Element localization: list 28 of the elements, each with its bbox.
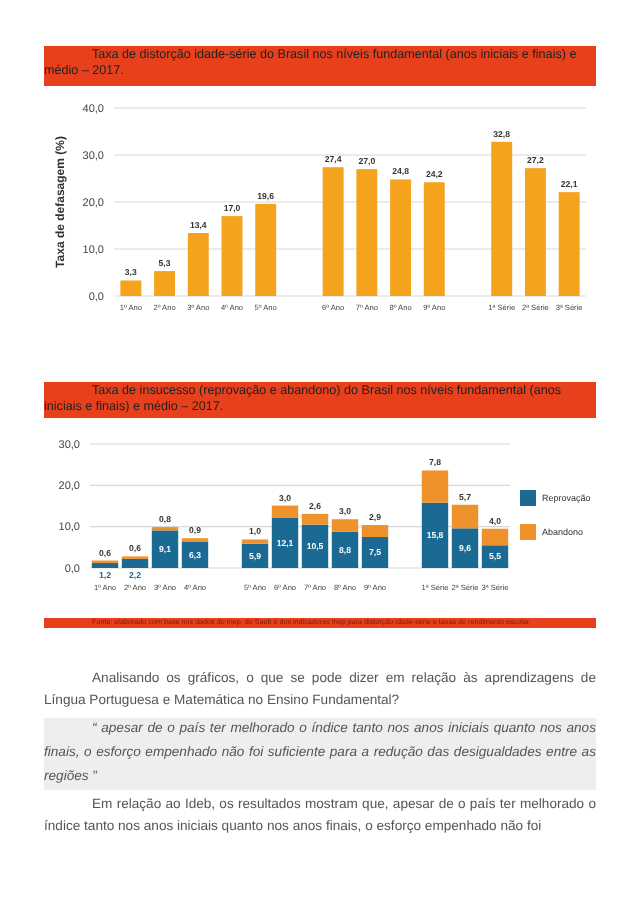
bar [361,537,389,568]
bar [356,169,378,296]
bar [481,545,509,568]
bar [255,203,277,296]
bar [271,517,299,568]
bar [331,519,359,532]
bar [322,167,344,296]
bar [120,280,142,296]
bar [451,504,479,529]
bar [301,513,329,525]
bar [451,528,479,568]
bar [390,179,412,296]
bar [558,192,580,296]
bar [491,141,513,296]
bar [361,525,389,537]
bar [121,558,149,568]
bar [423,182,445,296]
bar [481,528,509,546]
bar [331,531,359,568]
bar [421,502,449,568]
bar [421,470,449,503]
bar [524,168,546,296]
bar [271,505,299,518]
bar [154,271,176,296]
bar [187,233,209,296]
bar [221,216,243,296]
bar [301,524,329,568]
bar [151,530,179,568]
